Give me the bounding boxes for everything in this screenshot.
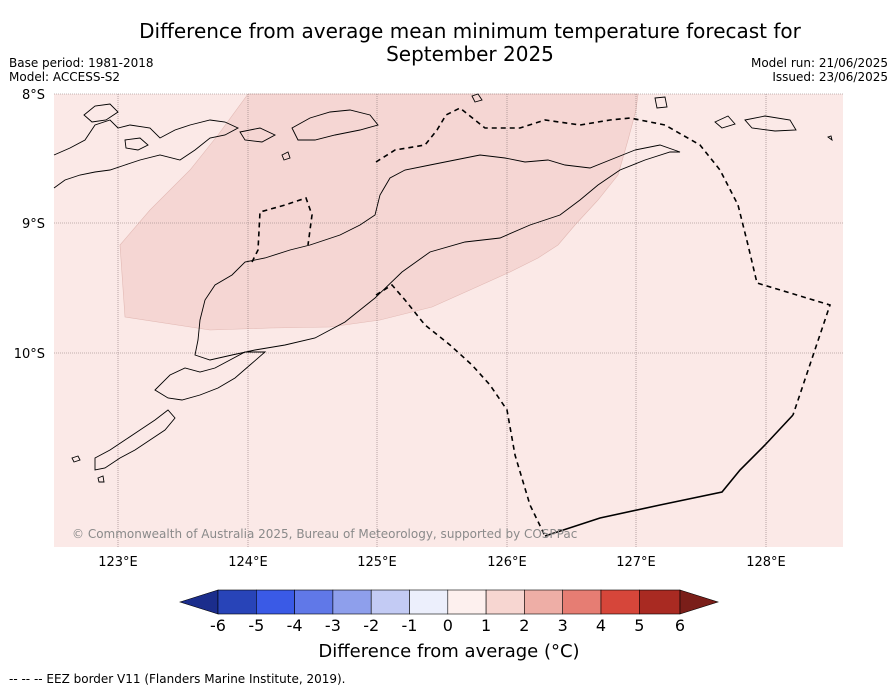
issued-date: Issued: 23/06/2025 [772, 70, 888, 84]
colorbar-tick-5: -1 [402, 616, 418, 635]
colorbar-segment-13 [679, 589, 719, 615]
colorbar-segment-2 [255, 589, 295, 615]
colorbar [179, 589, 719, 615]
coastline-island-a [83, 103, 119, 123]
lat-label-8: 8°S [22, 88, 45, 103]
colorbar-segment-10 [562, 589, 602, 615]
colorbar-ticks: -6 -5 -4 -3 -2 -1 0 1 2 3 4 5 6 [210, 616, 685, 635]
lon-label-128: 128°E [746, 555, 786, 570]
coastline-rote [154, 351, 267, 401]
lon-label-125: 125°E [357, 555, 397, 570]
colorbar-segment-7 [447, 589, 487, 615]
title-line-2: September 2025 [386, 42, 554, 66]
colorbar-tick-6: 0 [443, 616, 453, 635]
eez-borders [251, 107, 832, 537]
colorbar-tick-11: 5 [634, 616, 644, 635]
colorbar-segment-0 [179, 589, 219, 615]
colorbar-segment-8 [485, 589, 525, 615]
model-run: Model run: 21/06/2025 [750, 56, 888, 70]
colorbar-tick-0: -6 [210, 616, 226, 635]
eez-border-oecusse [251, 196, 313, 263]
colorbar-segment-11 [600, 589, 640, 615]
coastline-island-i [827, 135, 833, 142]
coastline-island-j [471, 93, 483, 103]
eez-footnote: -- -- -- EEZ border V11 (Flanders Marine… [9, 672, 346, 686]
colorbar-tick-2: -4 [287, 616, 303, 635]
title-line-1: Difference from average mean minimum tem… [139, 19, 801, 43]
gridlines [54, 93, 843, 547]
colorbar-segment-4 [332, 589, 372, 615]
base-period: Base period: 1981-2018 [9, 56, 154, 70]
chart-title: Difference from average mean minimum tem… [0, 20, 896, 66]
colorbar-tick-7: 1 [481, 616, 491, 635]
colorbar-segment-1 [217, 589, 257, 615]
base-info: Base period: 1981-2018 Model: ACCESS-S2 [9, 56, 154, 84]
coastline-island-g [714, 115, 736, 129]
coastline-timor [194, 144, 681, 361]
longitude-labels: 123°E 124°E 125°E 126°E 127°E 128°E [98, 555, 786, 570]
model-name: Model: ACCESS-S2 [9, 70, 121, 84]
lon-label-127: 127°E [616, 555, 656, 570]
colorbar-segment-5 [370, 589, 410, 615]
colorbar-tick-10: 4 [596, 616, 606, 635]
colorbar-segment-12 [638, 589, 681, 615]
coastline-flores [53, 119, 240, 189]
lat-label-10: 10°S [14, 347, 45, 362]
coastline-alor [291, 109, 379, 141]
colorbar-tick-1: -5 [248, 616, 264, 635]
coastline-island-b [124, 137, 149, 151]
coastline-island-c [239, 127, 277, 143]
coastline-wetar [654, 96, 668, 109]
coastlines [53, 93, 833, 483]
lat-label-9: 9°S [22, 217, 45, 232]
colorbar-tick-12: 6 [675, 616, 685, 635]
coastline-island-e [71, 455, 81, 463]
coastline-island-f [97, 475, 105, 483]
eez-border-south [375, 283, 546, 537]
lon-label-123: 123°E [98, 555, 138, 570]
colorbar-tick-4: -2 [363, 616, 379, 635]
lon-label-126: 126°E [487, 555, 527, 570]
run-info: Model run: 21/06/2025 Issued: 23/06/2025 [751, 56, 888, 84]
coastline-island-d [281, 151, 291, 161]
eez-border-solid [544, 414, 794, 537]
colorbar-tick-9: 3 [558, 616, 568, 635]
colorbar-segment-9 [524, 589, 564, 615]
lon-label-124: 124°E [228, 555, 268, 570]
coastline-savu [94, 409, 176, 471]
latitude-labels: 8°S 9°S 10°S [14, 88, 45, 362]
colorbar-tick-8: 2 [519, 616, 529, 635]
colorbar-tick-3: -3 [325, 616, 341, 635]
coastline-island-h [744, 115, 797, 132]
colorbar-segment-6 [409, 589, 449, 615]
anomaly-region [119, 93, 639, 331]
copyright-notice: © Commonwealth of Australia 2025, Bureau… [72, 527, 577, 541]
colorbar-label: Difference from average (°C) [318, 641, 580, 662]
eez-border-north [375, 107, 832, 416]
colorbar-segment-3 [294, 589, 334, 615]
